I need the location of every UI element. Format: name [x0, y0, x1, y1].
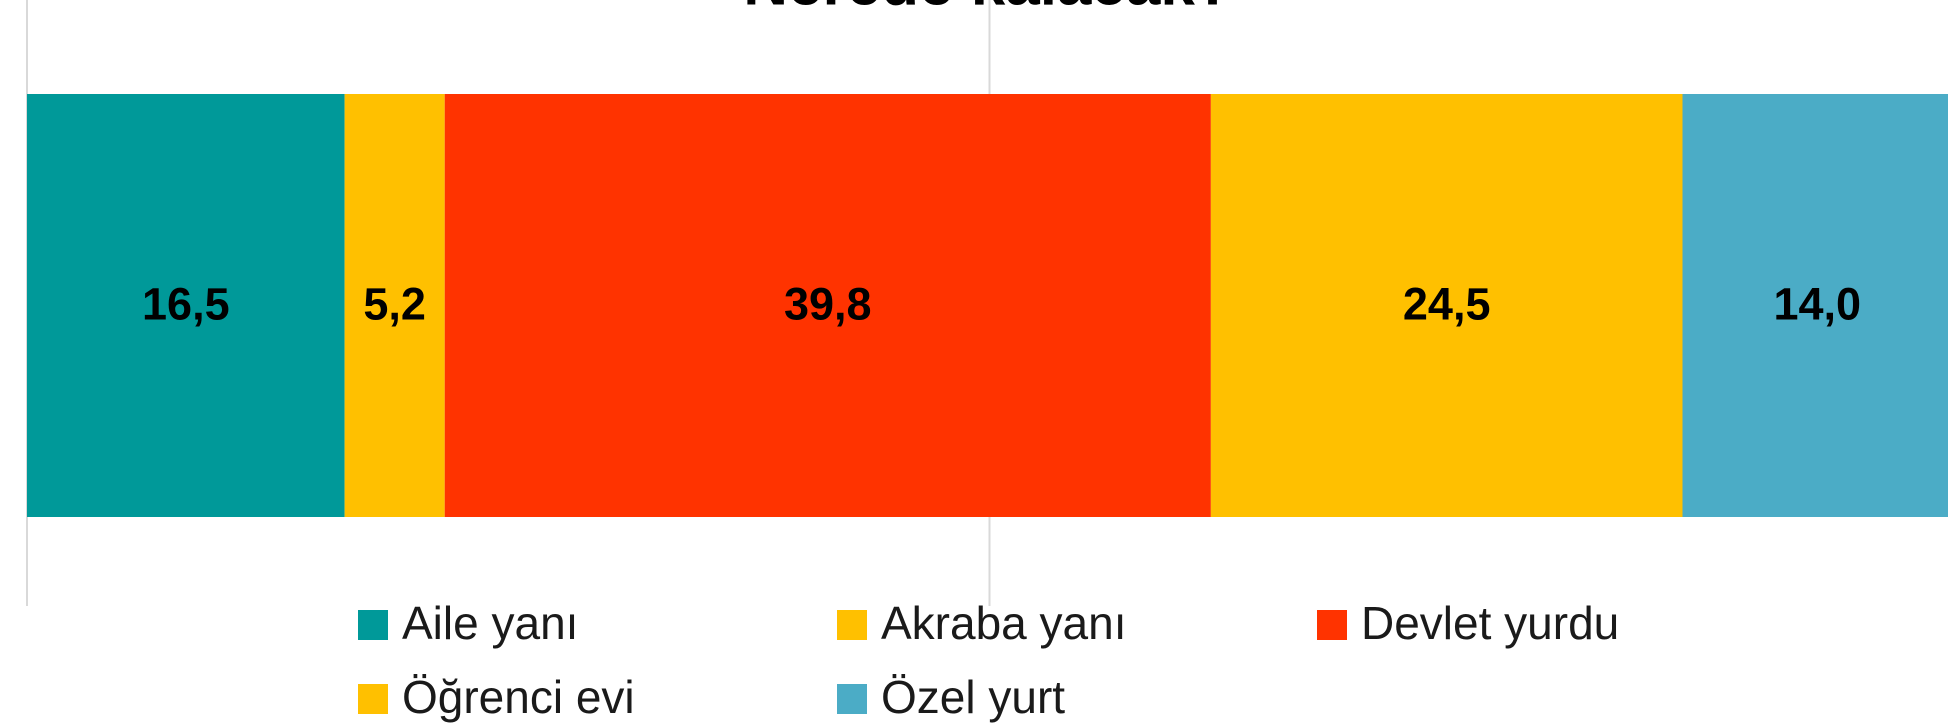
legend-label: Öğrenci evi	[402, 671, 635, 723]
bar-segment	[444, 94, 1211, 517]
legend-label: Akraba yanı	[881, 597, 1126, 649]
data-label: 39,8	[784, 278, 872, 329]
legend-swatch	[1317, 610, 1347, 640]
data-label: 5,2	[363, 278, 426, 329]
bar-segment	[344, 94, 445, 517]
data-label: 14,0	[1773, 278, 1861, 329]
data-label: 16,5	[142, 278, 230, 329]
bar-segment	[1210, 94, 1683, 517]
legend-swatch	[358, 610, 388, 640]
legend-swatch	[837, 684, 867, 714]
bar-segment	[1682, 94, 1948, 517]
chart-title: Nerede kalacak?	[743, 0, 1232, 18]
bar-segment	[27, 94, 345, 517]
legend-swatch	[358, 684, 388, 714]
legend-label: Özel yurt	[881, 671, 1065, 723]
legend-swatch	[837, 610, 867, 640]
legend-label: Devlet yurdu	[1361, 597, 1619, 649]
legend-label: Aile yanı	[402, 597, 578, 649]
data-label: 24,5	[1403, 278, 1491, 329]
